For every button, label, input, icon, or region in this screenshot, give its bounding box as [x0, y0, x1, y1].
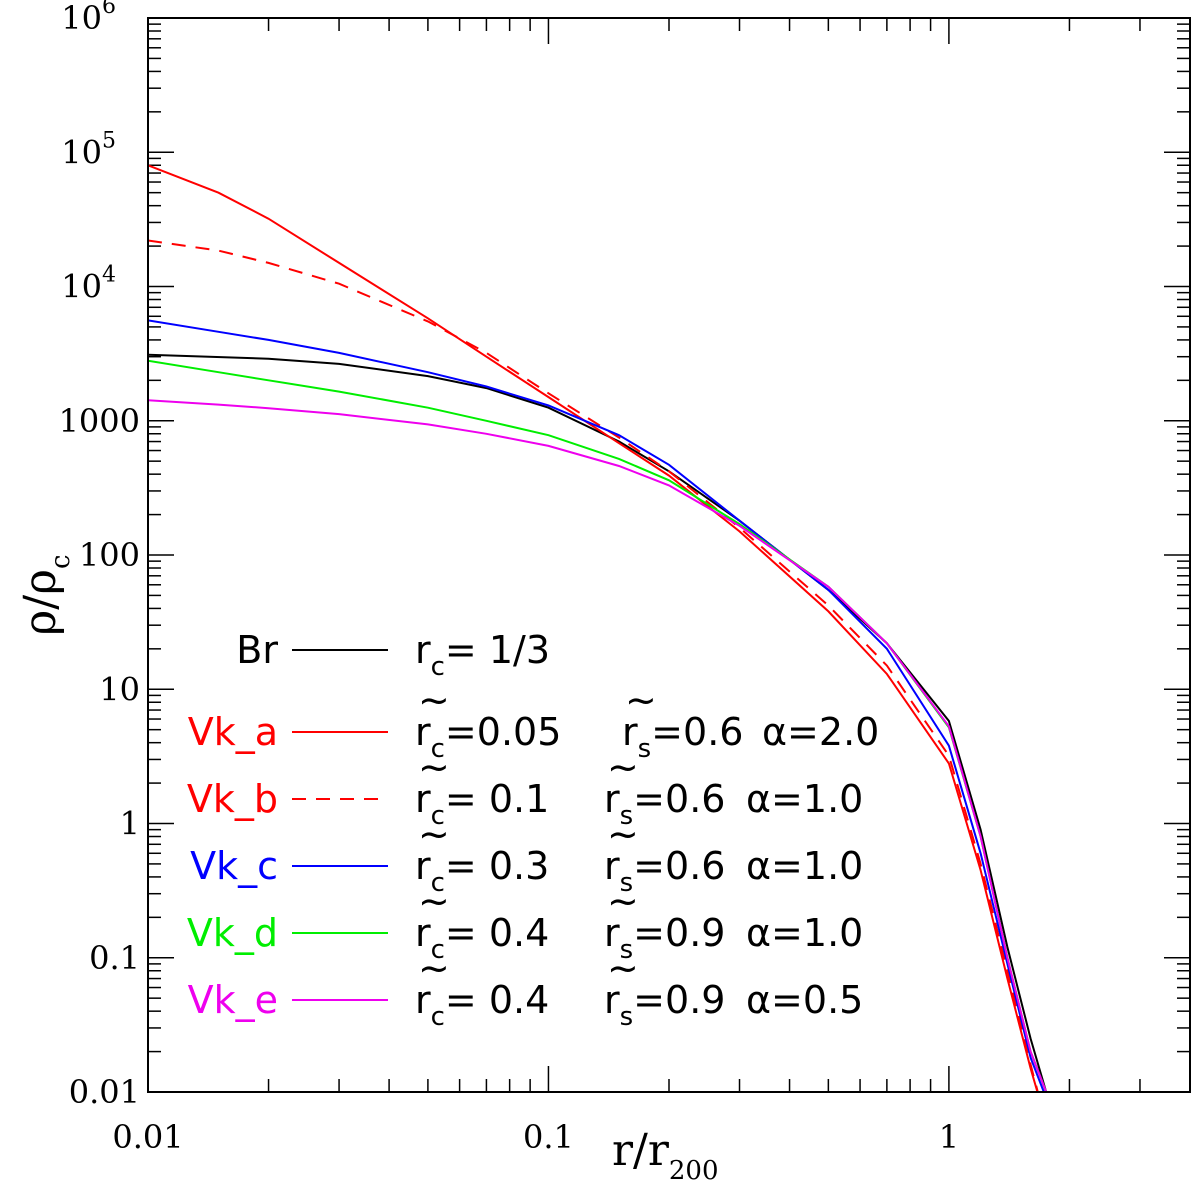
legend-name: Vk_d [187, 911, 278, 955]
tilde-icon: ~ [418, 678, 450, 722]
plot-frame [147, 17, 1191, 1093]
y-axis-label-sub: c [46, 554, 76, 569]
legend-row-br: Br rc= 1/3 [236, 628, 550, 682]
y-tick-label: 1 [120, 805, 140, 843]
legend-alpha: α=0.5 [746, 978, 863, 1022]
legend-row-vk-a: Vk_a~rc=0.05~rs=0.6 α=2.0 [188, 678, 880, 764]
tilde-icon: ~ [625, 678, 657, 722]
legend-rc: rc= 0.3 [415, 844, 549, 898]
tick-labels: 0.01 0.1 1 0.01 0.1 1 10 100 1000 104 105 106 [59, 0, 960, 1156]
series-line-vk-c [148, 319, 1045, 1092]
series-line-vk-d [148, 359, 1048, 1092]
y-axis-label-main: ρ/ρ [15, 569, 66, 636]
series-line-vk-a [148, 164, 1039, 1092]
profile-curves [148, 164, 1048, 1092]
legend-rs: rs=0.9 [604, 978, 725, 1032]
tilde-icon: ~ [418, 745, 450, 789]
legend-rc: rc= 1/3 [415, 628, 550, 682]
axis-ticks [147, 17, 1191, 1093]
tilde-icon: ~ [418, 812, 450, 856]
legend-rs: rs=0.6 [604, 777, 725, 831]
legend-name: Br [236, 628, 278, 672]
y-tick-label: 10 [99, 670, 140, 708]
legend-name: Vk_a [188, 710, 278, 754]
series-line-vk-b [148, 239, 1039, 1092]
y-tick-label: 0.01 [69, 1073, 140, 1111]
x-axis-label: r/r200 [612, 1125, 719, 1182]
y-tick-label: 1000 [59, 402, 140, 440]
x-tick-label: 0.1 [523, 1118, 574, 1156]
y-tick-label: 104 [61, 263, 116, 306]
y-tick-label: 105 [61, 128, 116, 171]
y-tick-label: 106 [61, 0, 116, 37]
legend-rs: rs=0.6 [604, 844, 725, 898]
legend-row-vk-e: Vk_e~rc= 0.4~rs=0.9 α=0.5 [188, 946, 864, 1032]
x-tick-label: 0.01 [112, 1118, 183, 1156]
legend-row-vk-c: Vk_c~rc= 0.3~rs=0.6 α=1.0 [190, 812, 863, 898]
legend-rs: rs=0.6 [622, 710, 743, 764]
tilde-icon: ~ [607, 812, 639, 856]
tilde-icon: ~ [607, 879, 639, 923]
legend-name: Vk_c [190, 844, 278, 888]
legend-alpha: α=1.0 [746, 844, 863, 888]
series-line-vk-e [148, 399, 1048, 1092]
x-axis-label-sub: 200 [669, 1156, 719, 1182]
tilde-icon: ~ [607, 946, 639, 990]
legend-rc: rc= 0.4 [415, 911, 549, 965]
y-tick-label: 100 [79, 536, 140, 574]
legend-row-vk-d: Vk_d~rc= 0.4~rs=0.9 α=1.0 [187, 879, 863, 965]
legend-row-vk-b: Vk_b~rc= 0.1~rs=0.6 α=1.0 [187, 745, 863, 831]
legend-rc: rc= 0.1 [415, 777, 549, 831]
legend-name: Vk_e [188, 978, 278, 1022]
x-axis-label-main: r/r [612, 1125, 670, 1176]
legend-alpha: α=2.0 [762, 710, 879, 754]
tilde-icon: ~ [607, 745, 639, 789]
legend-rc: rc= 0.4 [415, 978, 549, 1032]
legend-rs: rs=0.9 [604, 911, 725, 965]
legend-alpha: α=1.0 [746, 777, 863, 821]
tilde-icon: ~ [418, 879, 450, 923]
legend: Br rc= 1/3Vk_a~rc=0.05~rs=0.6 α=2.0Vk_b~rc… [187, 628, 879, 1032]
x-tick-label: 1 [939, 1118, 959, 1156]
legend-name: Vk_b [187, 777, 278, 821]
legend-alpha: α=1.0 [746, 911, 863, 955]
series-line-br [148, 353, 1048, 1092]
legend-rc: rc=0.05 [415, 710, 561, 764]
tilde-icon: ~ [418, 946, 450, 990]
y-axis-label: ρ/ρc [15, 554, 76, 635]
y-tick-label: 0.1 [89, 939, 140, 977]
